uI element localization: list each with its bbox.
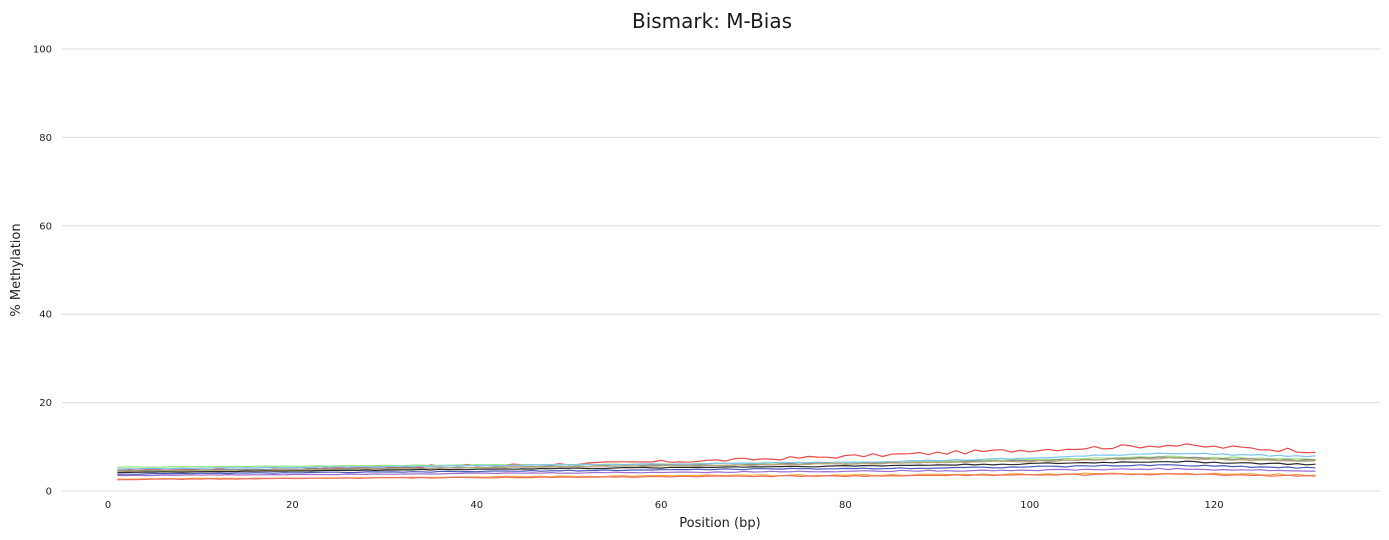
- x-tick-label: 120: [1205, 500, 1224, 511]
- series-line-6: [117, 460, 1316, 474]
- chart-title: Bismark: M-Bias: [632, 9, 792, 33]
- x-tick-label: 80: [839, 500, 852, 511]
- series-line-8: [117, 467, 1316, 477]
- y-axis-label: % Methylation: [9, 223, 24, 316]
- gridlines: [62, 48, 1380, 492]
- x-tick-label: 20: [286, 500, 299, 511]
- series-line-5: [117, 457, 1316, 473]
- x-tick-label: 40: [470, 500, 483, 511]
- y-tick-label: 60: [39, 221, 52, 232]
- series-line-10: [117, 473, 1316, 481]
- series-lines: [117, 443, 1316, 481]
- x-tick-label: 0: [105, 500, 111, 511]
- y-tick-label: 20: [39, 398, 52, 409]
- x-tick-label: 60: [655, 500, 668, 511]
- x-tick-labels: 0 20 40 60 80 100 120: [105, 500, 1224, 511]
- series-line-3: [117, 452, 1316, 470]
- x-tick-label: 100: [1020, 500, 1039, 511]
- x-axis-label: Position (bp): [679, 516, 760, 531]
- series-line-7: [117, 464, 1316, 475]
- y-tick-label: 40: [39, 310, 52, 321]
- y-tick-labels: 0 20 40 60 80 100: [33, 45, 52, 498]
- y-tick-label: 100: [33, 45, 52, 56]
- y-tick-label: 0: [46, 487, 52, 498]
- y-tick-label: 80: [39, 133, 52, 144]
